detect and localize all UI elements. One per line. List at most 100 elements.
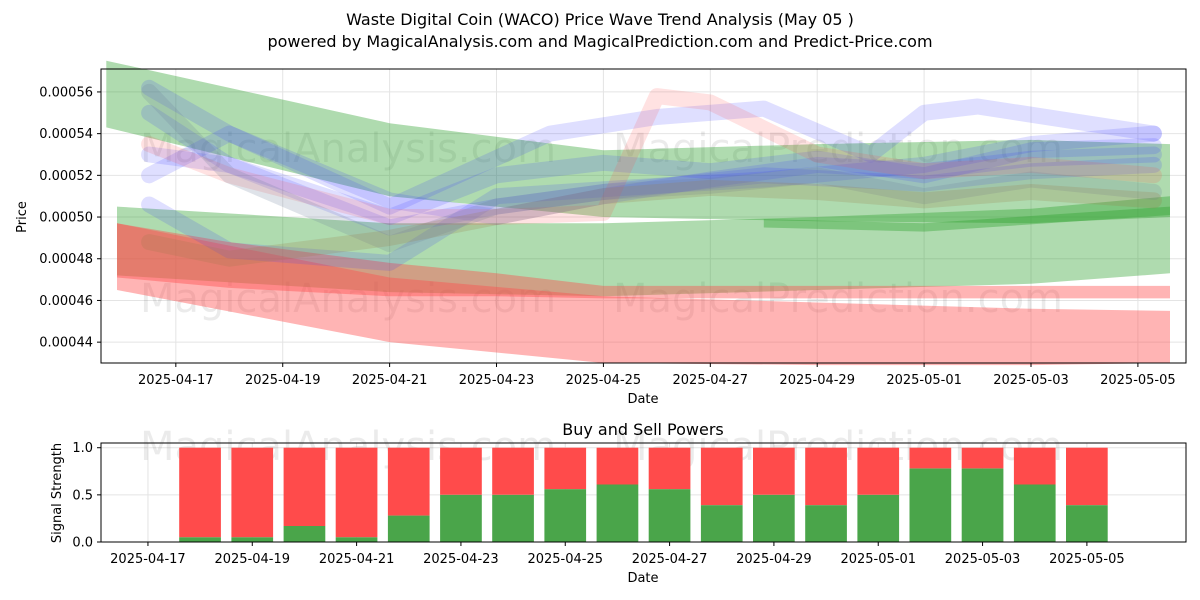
- buy-bar: [231, 537, 274, 542]
- buy-bar: [700, 505, 743, 542]
- buy-bar: [909, 468, 952, 542]
- red-wave-line: [141, 88, 1162, 225]
- buy-bar: [1013, 484, 1056, 542]
- sell-bar: [805, 447, 847, 506]
- blue-wave-line: [141, 104, 1162, 236]
- sell-bar: [648, 447, 691, 490]
- x-tick-label: 2025-05-03: [993, 373, 1069, 388]
- sell-bar: [231, 447, 274, 538]
- y-tick-label: 0.5: [72, 488, 93, 503]
- x-tick-label: 2025-04-27: [632, 552, 708, 567]
- red-band: [117, 223, 1170, 299]
- price-x-ticks: 2025-04-17 2025-04-19 2025-04-21 2025-04-23…: [138, 363, 1176, 388]
- buy-bar: [1066, 505, 1108, 542]
- buy-bar: [805, 505, 847, 542]
- signal-x-ticks: 2025-04-17 2025-04-19 2025-04-21 2025-04-23…: [110, 542, 1125, 567]
- sell-bar: [544, 447, 587, 490]
- signal-bars: [179, 447, 1108, 542]
- red-band: [117, 223, 1170, 366]
- sell-bar: [909, 447, 952, 469]
- sell-bar: [492, 447, 534, 495]
- x-tick-label: 2025-04-25: [566, 373, 642, 388]
- x-tick-label: 2025-05-05: [1049, 552, 1125, 567]
- sell-bar: [700, 447, 743, 506]
- x-tick-label: 2025-04-29: [736, 552, 812, 567]
- x-tick-label: 2025-05-05: [1100, 373, 1176, 388]
- x-tick-label: 2025-04-19: [214, 552, 290, 567]
- buy-bar: [492, 494, 534, 542]
- green-band: [763, 206, 1170, 232]
- buy-bar: [648, 489, 691, 542]
- green-band: [117, 196, 1170, 297]
- signal-chart: Buy and Sell Powers MagicalAnalysis.com …: [50, 420, 1187, 586]
- blue-wave-line: [141, 138, 1162, 225]
- y-tick-label: 0.0: [72, 536, 93, 551]
- watermark: MagicalPrediction.com: [613, 276, 1063, 322]
- watermark: MagicalAnalysis.com: [140, 126, 556, 172]
- x-tick-label: 2025-04-25: [527, 552, 603, 567]
- buy-bar: [596, 484, 639, 542]
- price-chart: MagicalAnalysis.com MagicalPrediction.co…: [15, 60, 1187, 407]
- price-y-ticks: 0.00044 0.00046 0.00048 0.00050 0.00052 0.000…: [39, 85, 101, 351]
- brown-wave-line: [141, 179, 1162, 267]
- y-tick-label: 0.00044: [39, 336, 93, 351]
- price-watermarks: MagicalAnalysis.com MagicalPrediction.co…: [140, 126, 1063, 322]
- x-tick-label: 2025-04-21: [319, 552, 395, 567]
- price-wave-lines: [141, 79, 1162, 271]
- y-tick-label: 0.00056: [39, 85, 93, 100]
- sell-bar: [1066, 447, 1108, 506]
- watermark: MagicalPrediction.com: [613, 126, 1063, 172]
- sell-bar: [283, 447, 326, 526]
- y-tick-label: 0.00052: [39, 169, 93, 184]
- sell-bar: [857, 447, 900, 495]
- x-tick-label: 2025-04-17: [138, 373, 214, 388]
- watermark: MagicalAnalysis.com: [140, 276, 556, 322]
- buy-bar: [387, 515, 430, 542]
- signal-plot-frame: [100, 442, 1187, 543]
- buy-bar: [179, 537, 221, 542]
- sell-bar: [753, 447, 795, 495]
- buy-bar: [335, 537, 378, 542]
- green-band: [106, 60, 1170, 224]
- y-tick-label: 0.00046: [39, 294, 93, 309]
- price-x-axis-label: Date: [627, 392, 658, 407]
- blue-wave-line: [141, 98, 1162, 215]
- x-tick-label: 2025-04-29: [779, 373, 855, 388]
- y-tick-label: 1.0: [72, 441, 93, 456]
- y-tick-label: 0.00048: [39, 252, 93, 267]
- buy-bar: [283, 526, 326, 542]
- gray-wave-line: [141, 83, 1162, 253]
- price-plot-frame: [100, 68, 1187, 364]
- sell-bar: [387, 447, 430, 516]
- sell-bar: [596, 447, 639, 485]
- buy-bar: [753, 494, 795, 542]
- signal-chart-title: Buy and Sell Powers: [562, 420, 724, 439]
- x-tick-label: 2025-05-01: [840, 552, 916, 567]
- signal-y-ticks: 0.0 0.5 1.0: [72, 441, 101, 551]
- x-tick-label: 2025-04-19: [245, 373, 321, 388]
- figure-subtitle: powered by MagicalAnalysis.com and Magic…: [267, 32, 932, 51]
- blue-wave-line: [141, 125, 1162, 271]
- price-y-axis-label: Price: [15, 201, 30, 233]
- sell-bar: [179, 447, 221, 538]
- buy-bar: [961, 468, 1004, 542]
- x-tick-label: 2025-04-21: [352, 373, 428, 388]
- buy-bar: [440, 494, 482, 542]
- x-tick-label: 2025-05-03: [945, 552, 1021, 567]
- x-tick-label: 2025-04-23: [423, 552, 499, 567]
- sell-bar: [440, 447, 482, 495]
- x-tick-label: 2025-04-27: [673, 373, 749, 388]
- y-tick-label: 0.00050: [39, 211, 93, 226]
- buy-bar: [857, 494, 900, 542]
- x-tick-label: 2025-04-23: [459, 373, 535, 388]
- signal-y-axis-label: Signal Strength: [50, 443, 65, 543]
- sell-bar: [1013, 447, 1056, 485]
- y-tick-label: 0.00054: [39, 127, 93, 142]
- signal-x-axis-label: Date: [627, 571, 658, 586]
- price-bands: [106, 60, 1170, 366]
- sell-bar: [335, 447, 378, 538]
- x-tick-label: 2025-04-17: [110, 552, 186, 567]
- figure-title: Waste Digital Coin (WACO) Price Wave Tre…: [346, 10, 854, 29]
- x-tick-label: 2025-05-01: [886, 373, 962, 388]
